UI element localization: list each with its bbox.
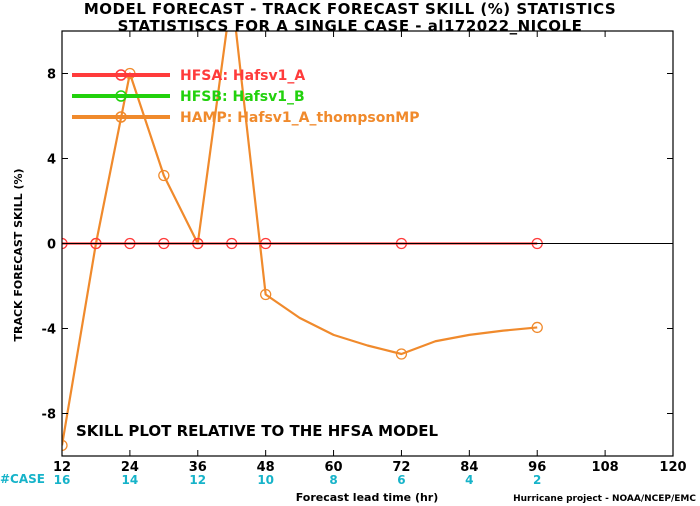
case-count: 2 <box>533 473 541 487</box>
case-count: 8 <box>329 473 337 487</box>
data-point-marker <box>531 321 543 334</box>
x-tick-label: 84 <box>460 460 478 475</box>
case-count: 16 <box>54 473 71 487</box>
case-count: 4 <box>465 473 473 487</box>
footer-credit: Hurricane project - NOAA/NCEP/EMC <box>513 494 696 504</box>
case-count: 12 <box>189 473 206 487</box>
y-tick-label: 0 <box>47 238 56 253</box>
data-point-marker <box>395 348 408 360</box>
x-tick-label: 60 <box>325 460 343 475</box>
x-tick-label: 96 <box>528 460 546 475</box>
y-axis-label: TRACK FORECAST SKILL (%) <box>12 168 25 341</box>
y-tick-label: -4 <box>42 323 56 338</box>
case-count-label: #CASE <box>0 472 45 486</box>
x-tick-label: 48 <box>257 460 275 475</box>
legend-marker <box>115 111 127 123</box>
x-tick-label: 12 <box>53 460 71 475</box>
series-line <box>62 31 538 446</box>
data-point-marker <box>260 288 272 301</box>
chart-title: MODEL FORECAST - TRACK FORECAST SKILL (%… <box>83 0 617 18</box>
data-point-marker <box>158 169 170 182</box>
legend-label: HAMP: Hafsv1_A_thompsonMP <box>180 110 420 126</box>
legend-marker <box>115 90 127 102</box>
y-tick-label: 4 <box>47 153 56 168</box>
legend-marker <box>115 69 127 81</box>
y-tick-label: -8 <box>42 408 56 423</box>
case-count: 14 <box>122 473 139 487</box>
legend-label: HFSA: Hafsv1_A <box>180 68 305 84</box>
legend: HFSA: Hafsv1_A HFSB: Hafsv1_B HAMP: Hafsv1… <box>72 68 420 126</box>
y-tick-label: 8 <box>47 68 56 83</box>
legend-label: HFSB: Hafsv1_B <box>180 89 305 105</box>
x-tick-label: 72 <box>392 460 410 475</box>
case-count: 6 <box>397 473 405 487</box>
x-tick-label: 108 <box>592 460 619 475</box>
x-tick-label: 36 <box>189 460 207 475</box>
annotation-text: SKILL PLOT RELATIVE TO THE HFSA MODEL <box>76 422 439 440</box>
x-axis-label: Forecast lead time (hr) <box>296 491 439 504</box>
x-tick-label: 24 <box>121 460 139 475</box>
case-count: 10 <box>257 473 274 487</box>
x-tick-label: 120 <box>659 460 686 475</box>
data-point-marker <box>62 439 68 452</box>
